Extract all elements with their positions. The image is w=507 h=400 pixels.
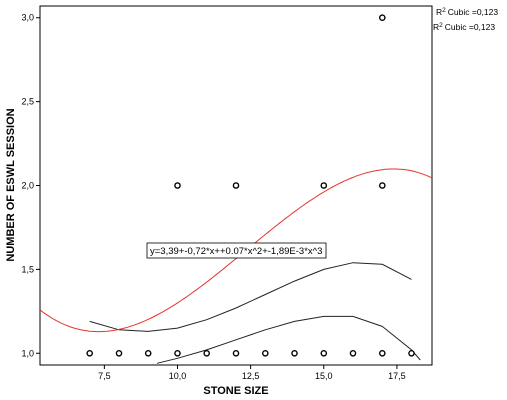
equation-box: y=3,39+-0,72*x++0.07*x^2+-1,89E-3*x^3 (146, 242, 327, 259)
data-point (320, 349, 328, 357)
confidence-band-lower (156, 315, 421, 364)
y-axis-title: NUMBER OF ESWL SESSION (5, 108, 17, 261)
legend-entry-1-superscript: 2 (442, 7, 446, 14)
legend-entry-2-text: Cubic =0,123 (445, 22, 496, 32)
x-tick-label: 15,0 (315, 371, 333, 381)
legend-entry-2-superscript: 2 (439, 22, 443, 29)
data-point (378, 14, 386, 22)
data-point (174, 182, 181, 189)
data-point (261, 349, 269, 357)
x-tick-label: 17,5 (388, 371, 406, 381)
legend-entry-1-text: Cubic =0,123 (448, 7, 499, 17)
y-tick-label: 1,5 (21, 264, 34, 274)
data-point (349, 349, 357, 357)
data-point (378, 182, 386, 189)
data-point (144, 349, 152, 357)
equation-box-frame (146, 242, 327, 259)
x-axis-title: STONE SIZE (203, 385, 268, 397)
data-point (115, 349, 123, 357)
data-point (320, 182, 328, 189)
y-tick-label: 3,0 (21, 13, 34, 23)
x-tick-label: 12,5 (242, 371, 260, 381)
data-point (232, 349, 240, 357)
equation-label: y=3,39+-0,72*x++0.07*x^2+-1,89E-3*x^3 (150, 246, 322, 257)
y-tick-label: 2,0 (21, 181, 34, 191)
x-tick-label: 10,0 (169, 371, 187, 381)
legend-entry-2-prefix: R (433, 22, 439, 32)
y-tick-label: 1,0 (21, 348, 34, 358)
confidence-band-upper (89, 262, 412, 332)
data-point (408, 349, 415, 357)
data-point (203, 349, 210, 357)
axis-ticks: 7,5 10,0 12,5 15,0 17,5 1,0 1,5 2,0 2,5 3,0 (21, 13, 405, 381)
legend-entry-2: R2 Cubic =0,123 (433, 22, 495, 32)
legend: R2 Cubic =0,123 R2 Cubic =0,123 (433, 7, 498, 32)
data-point (174, 349, 181, 357)
data-point (86, 349, 93, 357)
legend-entry-1-prefix: R (436, 7, 442, 17)
y-tick-label: 2,5 (21, 97, 34, 107)
fit-line (39, 168, 433, 333)
data-point (378, 349, 386, 357)
data-point (291, 349, 298, 357)
cubic-fit-curve (39, 168, 433, 333)
x-tick-label: 7,5 (98, 371, 111, 381)
legend-entry-1: R2 Cubic =0,123 (436, 7, 498, 17)
data-points (86, 14, 415, 357)
confidence-band (89, 262, 421, 364)
data-point (232, 182, 240, 189)
